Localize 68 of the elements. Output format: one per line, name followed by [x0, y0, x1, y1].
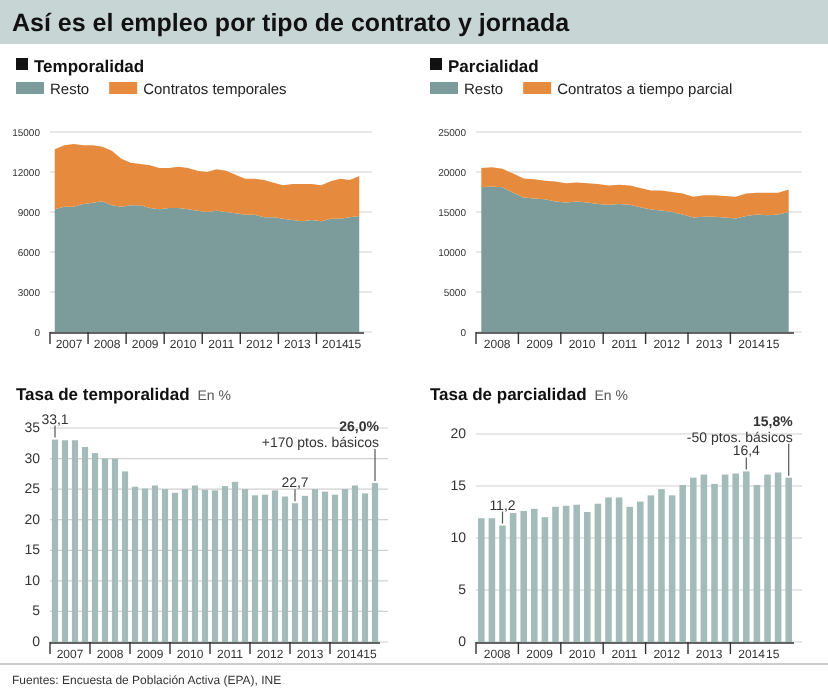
bar [721, 474, 729, 642]
bar [141, 488, 149, 642]
bar [520, 510, 527, 642]
chart-title: Así es el empleo por tipo de contrato y jornada [12, 9, 572, 37]
bar [509, 513, 517, 642]
bar [626, 506, 633, 642]
chart-subtitle: Tasa de temporalidad [16, 384, 190, 404]
bar [101, 458, 109, 642]
bar [637, 501, 644, 642]
bar [251, 495, 259, 642]
bar [311, 489, 319, 642]
bar [71, 440, 79, 642]
bar [785, 477, 792, 642]
bar [541, 517, 549, 642]
bar [732, 473, 739, 642]
bar [241, 489, 249, 642]
bar [91, 453, 99, 642]
bar [161, 489, 169, 642]
bar [151, 485, 159, 642]
bar [221, 486, 229, 642]
bar [211, 490, 219, 642]
bar [51, 439, 59, 642]
bar [573, 504, 580, 642]
bar [488, 518, 496, 642]
bar [281, 496, 289, 642]
bar [679, 484, 686, 642]
bar [201, 489, 209, 642]
bar [753, 484, 761, 642]
chart-subtitle: Temporalidad [34, 56, 145, 76]
chart-subtitle: Parcialidad [448, 56, 539, 76]
bar [171, 492, 179, 642]
bar [584, 512, 591, 642]
bar [605, 497, 612, 642]
bar [647, 495, 655, 642]
bar [531, 508, 538, 642]
bar [774, 472, 782, 642]
bar [615, 497, 623, 642]
bar [562, 505, 570, 642]
bar [341, 489, 349, 642]
bar [371, 483, 379, 642]
bar [499, 525, 506, 642]
bar [131, 486, 139, 642]
bar [331, 494, 339, 642]
bar [743, 471, 750, 642]
bar [764, 474, 771, 642]
bar [231, 481, 239, 642]
bar [700, 474, 708, 642]
bar [361, 493, 369, 642]
bar [301, 495, 309, 642]
bar [478, 518, 485, 642]
bar [81, 446, 89, 642]
bar [351, 485, 359, 642]
bar [191, 485, 199, 642]
chart-subtitle: Tasa de parcialidad [430, 384, 587, 404]
bar [594, 503, 602, 642]
bar [668, 495, 676, 642]
bar [658, 489, 665, 642]
bar [711, 483, 718, 642]
bar [552, 506, 559, 642]
bar [111, 458, 119, 642]
bar [261, 494, 269, 642]
bar [181, 489, 189, 642]
bar [61, 440, 69, 642]
bar [690, 477, 697, 642]
bar [121, 471, 129, 642]
bar [271, 490, 279, 642]
bar [291, 503, 299, 642]
bar [321, 491, 329, 642]
